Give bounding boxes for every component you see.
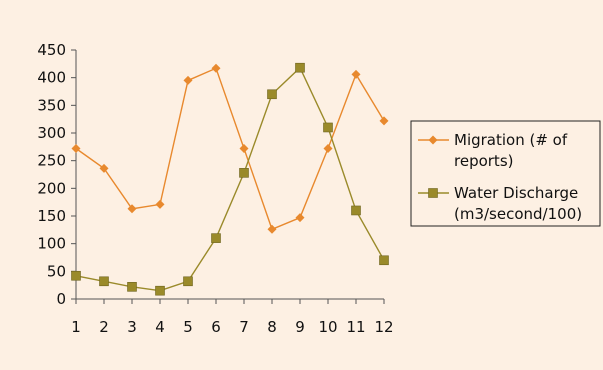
y-axis: 0 50 100 150 200 250 300 350 400 450 [37,41,77,308]
x-tick-label: 2 [99,318,109,336]
data-point [239,143,249,153]
y-tick-label: 100 [37,235,66,253]
data-point [183,75,193,85]
series-1 [71,63,389,234]
y-tick-label: 350 [37,96,66,114]
series-layer [71,62,389,296]
y-tick-label: 300 [37,124,66,142]
legend-label: Water Discharge [454,184,578,202]
data-point [351,205,361,216]
y-tick-label: 50 [47,262,66,280]
x-tick-label: 10 [318,318,337,336]
legend-label: reports) [454,152,513,170]
y-tick-label: 0 [56,290,66,308]
x-tick-label: 11 [346,318,365,336]
legend: Migration (# of reports) Water Discharge (m… [410,120,601,227]
x-axis: 1 2 3 4 5 6 7 8 9 10 11 12 [71,298,394,336]
y-tick-label: 450 [37,41,66,59]
data-point [379,255,389,266]
legend-label: Migration (# of [454,131,568,149]
data-point [127,204,137,214]
legend-box [410,120,601,227]
data-point [155,285,165,296]
x-tick-label: 3 [127,318,137,336]
x-tick-label: 4 [155,318,165,336]
data-point [267,89,277,100]
x-tick-label: 7 [239,318,249,336]
series-2 [71,62,389,296]
y-tick-label: 200 [37,179,66,197]
data-point [211,63,221,73]
data-point [99,276,109,287]
series-line [75,66,385,292]
data-point [323,143,333,153]
x-tick-label: 9 [295,318,305,336]
x-tick-label: 8 [267,318,277,336]
data-point [71,143,81,153]
data-point [379,116,389,126]
x-tick-label: 6 [211,318,221,336]
data-point [155,199,165,209]
data-point [323,122,333,133]
data-point [239,168,249,178]
data-point [71,270,81,281]
data-point [267,224,277,234]
y-tick-label: 400 [37,69,66,87]
x-tick-label: 5 [183,318,193,336]
data-point [295,62,305,73]
data-point [127,282,137,292]
y-tick-label: 250 [37,152,66,170]
x-tick-label: 12 [374,318,393,336]
legend-swatch-marker [428,188,438,198]
legend-label: (m3/second/100) [454,205,582,223]
legend-swatch-marker [428,135,438,145]
data-point [99,163,109,173]
x-tick-label: 1 [71,318,81,336]
data-point [211,233,221,243]
data-point [351,69,361,79]
series-line [75,67,385,231]
y-tick-label: 150 [37,207,66,225]
data-point [295,213,305,223]
data-point [183,276,193,287]
